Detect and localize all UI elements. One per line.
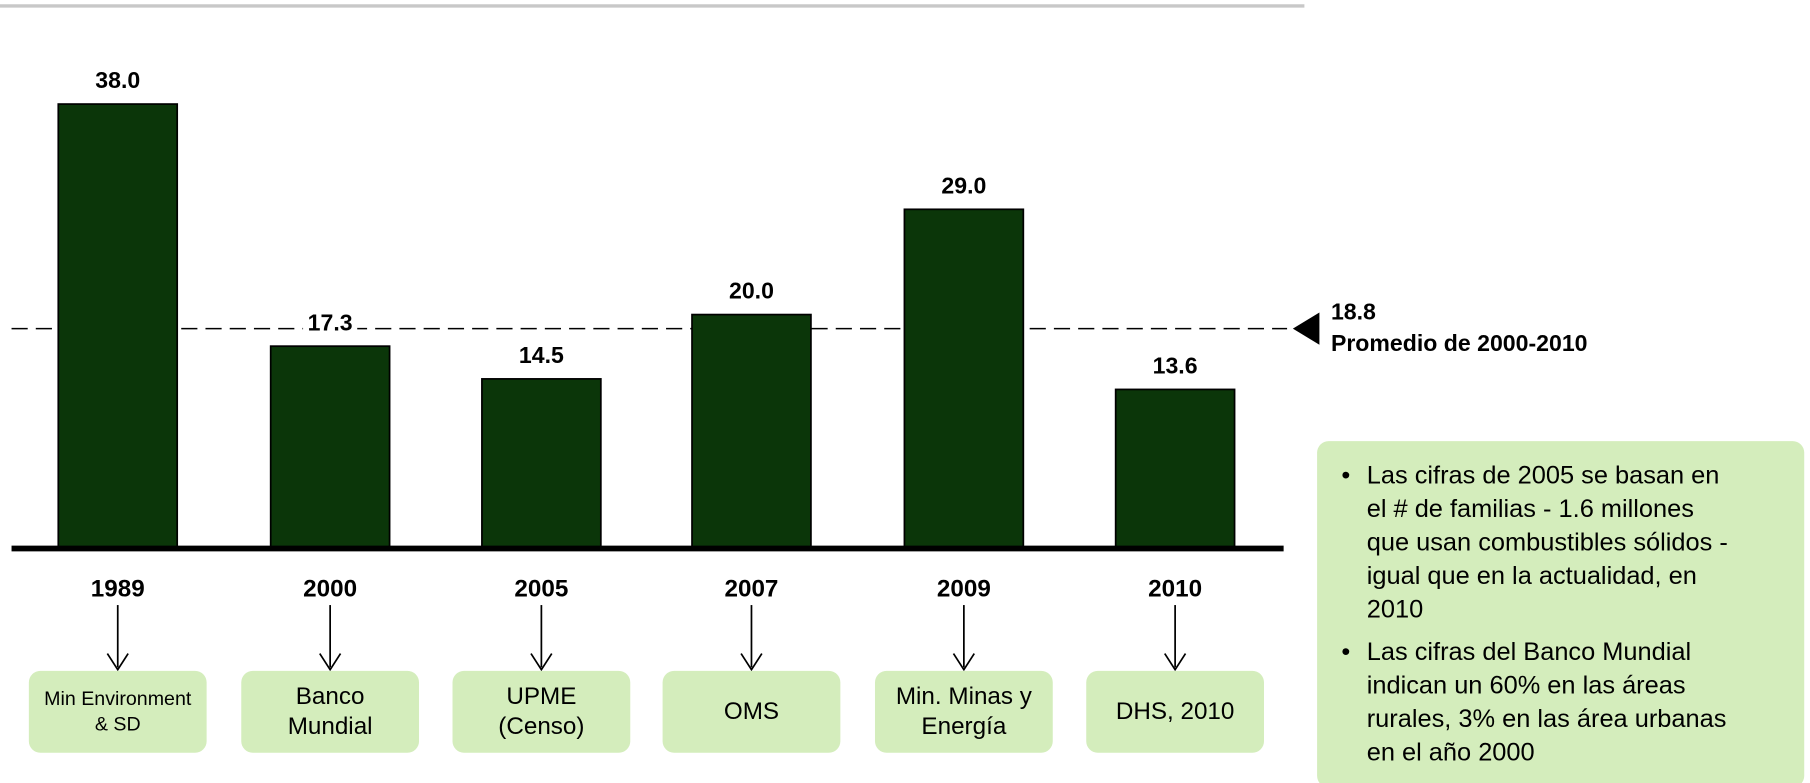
note-line: que usan combustibles sólidos - [1367,529,1728,557]
source-box [1086,670,1264,753]
bar [57,103,179,550]
source-label: Energía [921,713,1006,740]
label-backdrop [303,309,358,336]
source-label: (Censo) [498,713,584,740]
x-tick-label: 2010 [1148,575,1202,602]
bar [481,378,602,550]
notes-box [1317,441,1805,783]
source-label: UPME [506,683,576,710]
bar [691,313,812,550]
source-label: Min. Minas y [896,683,1033,710]
source-label: Banco [296,683,365,710]
note-bullet: • [1341,638,1350,666]
average-label: Promedio de 2000-2010 [1331,330,1588,356]
arrow-head [319,653,342,672]
note-line: rurales, 3% en las área urbanas [1367,705,1727,733]
arrow-head [740,653,763,672]
note-line: igual que en la actualidad, en [1367,562,1697,590]
average-marker [1292,312,1320,345]
source-box [874,670,1053,753]
note-line: indican un 60% en las áreas [1367,672,1686,700]
value-label: 14.5 [519,342,564,368]
source-label: Mundial [288,713,373,740]
x-tick-label: 2007 [725,575,779,602]
x-tick-label: 2000 [303,575,357,602]
value-label: 20.0 [729,278,774,304]
source-box [241,670,420,753]
value-label: 29.0 [941,172,986,198]
arrow-head [106,653,129,672]
source-label: & SD [95,713,141,735]
source-label: OMS [724,698,779,725]
source-label: Min Environment [44,688,192,710]
note-line: el # de familias - 1.6 millones [1367,495,1694,523]
arrow-head [1163,653,1187,672]
value-label: 38.0 [95,67,140,93]
note-line: Las cifras del Banco Mundial [1367,638,1691,666]
arrow-head [952,653,975,672]
bar [1114,388,1236,550]
x-tick-label: 2009 [937,575,991,602]
source-box [452,670,631,753]
value-label: 17.3 [308,309,353,335]
x-tick-label: 2005 [514,575,568,602]
average-value: 18.8 [1331,299,1376,325]
bar [269,345,391,550]
note-line: Las cifras de 2005 se basan en [1367,462,1720,490]
value-label: 13.6 [1153,353,1198,379]
note-bullet: • [1341,462,1350,490]
arrow-head [530,653,553,672]
x-tick-label: 1989 [91,575,145,602]
source-box [28,670,207,753]
source-box [662,670,841,753]
bar [903,208,1025,550]
note-line: en el año 2000 [1367,739,1535,767]
note-line: 2010 [1367,596,1423,624]
source-label: DHS, 2010 [1116,698,1235,725]
